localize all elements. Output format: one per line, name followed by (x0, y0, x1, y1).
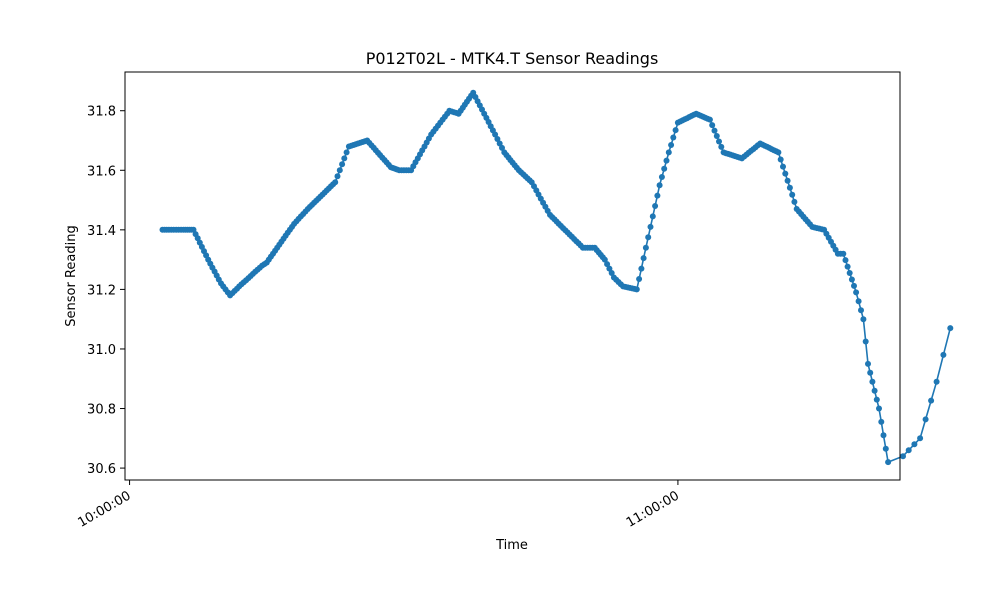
data-point (638, 265, 645, 272)
data-point (672, 127, 679, 134)
data-point (862, 338, 869, 345)
data-point (885, 459, 892, 466)
data-point (855, 298, 862, 305)
data-point (661, 165, 668, 172)
data-point (846, 270, 853, 276)
data-point (780, 163, 786, 170)
data-point (782, 170, 789, 177)
data-point (865, 360, 871, 367)
data-point (668, 142, 675, 148)
data-point (940, 351, 947, 358)
data-point (871, 387, 878, 394)
data-point (844, 263, 851, 270)
data-point (608, 270, 615, 276)
data-point (848, 276, 855, 283)
data-point (334, 173, 341, 180)
y-tick-label: 30.6 (87, 462, 116, 477)
data-point (492, 131, 499, 138)
axes-frame (124, 71, 901, 481)
data-point (905, 447, 912, 454)
y-tick-label: 31.6 (87, 164, 116, 179)
data-point (842, 257, 849, 264)
data-point (601, 256, 608, 263)
data-point (853, 289, 860, 296)
data-point (604, 261, 611, 268)
data-point (858, 307, 864, 314)
data-point (876, 405, 882, 412)
data-point (341, 155, 348, 162)
data-point (656, 182, 663, 189)
y-tick-label: 30.8 (87, 403, 116, 418)
data-point (640, 255, 647, 262)
data-point (789, 191, 796, 198)
y-tick-label: 31.0 (87, 343, 116, 358)
data-point (663, 157, 670, 164)
y-axis-label: Sensor Reading (64, 225, 79, 326)
data-point (642, 244, 649, 251)
data-point (645, 234, 652, 241)
data-point (606, 265, 613, 272)
data-point (873, 396, 880, 403)
data-point (928, 397, 935, 404)
data-point (867, 369, 874, 376)
data-point (922, 416, 929, 423)
data-point (882, 445, 889, 452)
data-point (718, 143, 725, 150)
data-point (851, 282, 857, 289)
data-point (777, 156, 784, 163)
data-point (900, 453, 906, 460)
data-point (791, 198, 798, 205)
data-point (784, 177, 791, 184)
data-point (339, 161, 346, 168)
data-point (709, 122, 716, 129)
data-point (933, 378, 940, 385)
data-point (494, 136, 501, 142)
chart-title: P012T02L - MTK4.T Sensor Readings (366, 49, 659, 68)
data-point (654, 192, 661, 199)
y-tick-label: 31.8 (87, 105, 116, 120)
data-point (716, 138, 722, 145)
data-point (343, 149, 350, 156)
data-point (878, 418, 885, 425)
data-point (649, 213, 656, 220)
data-point (706, 116, 713, 123)
data-point (636, 276, 643, 282)
data-point (633, 286, 640, 293)
data-point (670, 134, 677, 141)
data-point (713, 133, 720, 139)
data-point (869, 378, 876, 385)
data-point (917, 435, 924, 442)
y-tick-label: 31.4 (87, 224, 116, 239)
x-axis-label: Time (495, 538, 528, 553)
data-point (665, 149, 672, 156)
data-point (840, 250, 847, 257)
data-point (647, 223, 654, 230)
data-point (499, 144, 505, 151)
data-point (332, 179, 339, 186)
data-point (860, 316, 867, 323)
data-point (947, 325, 954, 332)
data-point (336, 167, 343, 174)
data-point (652, 203, 659, 209)
y-tick-label: 31.2 (87, 283, 116, 298)
data-point (786, 184, 793, 191)
data-point (911, 441, 918, 448)
data-point (496, 140, 503, 147)
data-point (880, 432, 887, 439)
data-point (711, 127, 718, 134)
data-point (775, 149, 782, 156)
plot-area: 30.630.831.031.231.431.631.810:00:00 11:0… (76, 71, 954, 531)
data-point (658, 174, 665, 180)
